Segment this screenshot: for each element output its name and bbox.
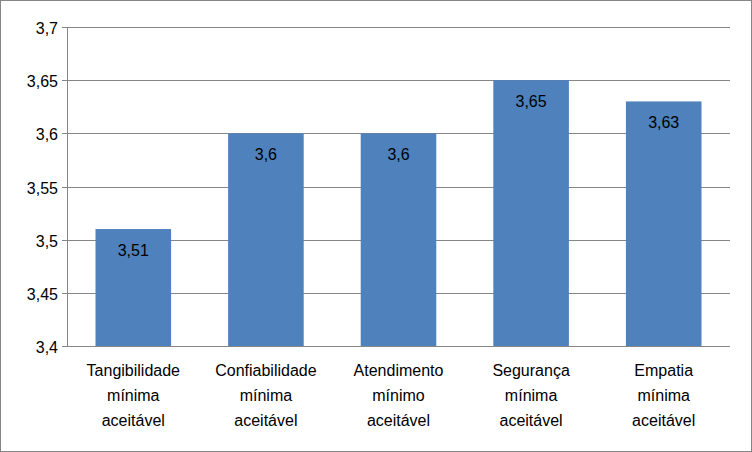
y-axis-line	[67, 27, 68, 346]
y-tick-label: 3,65	[27, 73, 58, 90]
bar	[493, 80, 569, 346]
data-label: 3,6	[387, 146, 409, 163]
tick-mark	[62, 293, 67, 294]
tick-mark	[62, 133, 67, 134]
chart-container: 3,4 3,45 3,5 3,55 3,6 3,65 3,7 3,51 3,6 3,6 3,65 3,…	[0, 0, 752, 452]
data-label: 3,65	[516, 93, 547, 110]
grid-line	[67, 80, 730, 81]
x-axis-line	[67, 346, 730, 347]
x-tick-label: Atendimentomínimoaceitável	[354, 362, 444, 429]
x-tick-label: Empatiamínimaaceitável	[632, 362, 695, 429]
chart-svg: 3,4 3,45 3,5 3,55 3,6 3,65 3,7 3,51 3,6 3,6 3,65 3,…	[0, 0, 752, 452]
x-tick-label: Confiabilidademínimaaceitável	[215, 362, 317, 429]
y-tick-label: 3,45	[27, 286, 58, 303]
tick-mark	[62, 240, 67, 241]
tick-mark	[62, 80, 67, 81]
data-label: 3,6	[255, 146, 277, 163]
y-tick-label: 3,5	[36, 233, 58, 250]
chart-border	[1, 1, 752, 452]
data-label: 3,63	[648, 114, 679, 131]
bars	[96, 80, 702, 346]
y-tick-label: 3,7	[36, 20, 58, 37]
data-label: 3,51	[118, 242, 149, 259]
tick-mark	[62, 346, 67, 347]
y-tick-label: 3,55	[27, 180, 58, 197]
bar	[361, 133, 437, 346]
x-tick-label: Tangibilidademínimaaceitável	[87, 362, 181, 429]
bar	[96, 229, 172, 346]
x-tick-label: Segurançamínimaaceitável	[492, 362, 569, 429]
bar	[626, 101, 702, 346]
y-tick-label: 3,6	[36, 126, 58, 143]
bar	[228, 133, 304, 346]
grid-line	[67, 346, 730, 347]
tick-mark	[62, 187, 67, 188]
y-tick-label: 3,4	[36, 339, 58, 356]
grid-line	[67, 27, 730, 28]
tick-mark	[62, 27, 67, 28]
